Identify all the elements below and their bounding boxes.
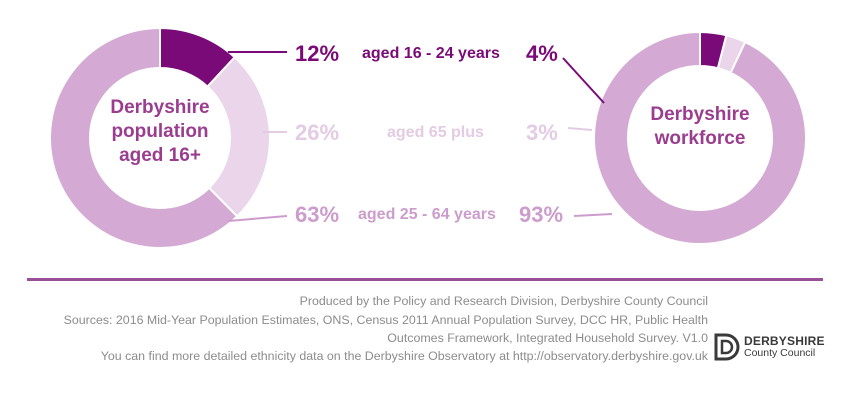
footer-sources: Sources: 2016 Mid-Year Population Estima…: [63, 313, 708, 327]
derbyshire-logo: DERBYSHIRE County Council: [714, 331, 834, 365]
workforce-leader-16-24: [562, 57, 605, 104]
age-label-16-24: aged 16 - 24 years: [362, 45, 500, 62]
footer-sources-cont: Outcomes Framework, Integrated Household…: [387, 331, 708, 345]
population-center-line: population: [111, 120, 209, 142]
population-pct-label-25-64: 63%: [295, 202, 340, 227]
workforce-leader-25-64: [573, 213, 613, 217]
workforce-pct-label-16-24: 4%: [526, 41, 558, 66]
chart-canvas: [49, 26, 807, 249]
workforce-slice-aged-25-64-years: [593, 30, 807, 245]
leader-lines: [227, 51, 613, 222]
workforce-pct-label-65-plus: 3%: [526, 120, 558, 145]
workforce-leader-65-plus: [567, 127, 593, 131]
population-pct-label-16-24: 12%: [295, 41, 340, 66]
workforce-center-line: workforce: [654, 127, 746, 149]
donut-workforce: [593, 30, 807, 245]
population-center-line: Derbyshire: [110, 97, 210, 118]
population-pct-label-65-plus: 26%: [295, 120, 340, 145]
population-center-line: aged 16+: [119, 144, 201, 166]
population-slice-aged-25-64-years: [49, 26, 239, 249]
logo-name-line2: County Council: [744, 347, 816, 359]
logo-name-line1: DERBYSHIRE: [744, 334, 825, 348]
age-label-25-64: aged 25 - 64 years: [358, 206, 496, 223]
population-center-label: Derbyshire population aged 16+: [60, 96, 260, 167]
divider-line: [27, 278, 823, 281]
workforce-pct-label-25-64: 93%: [519, 202, 564, 227]
age-label-65-plus: aged 65 plus: [387, 124, 484, 141]
footer-credit: Produced by the Policy and Research Divi…: [299, 294, 708, 308]
workforce-center-label: Derbyshire workforce: [600, 103, 800, 151]
donut-population: [49, 26, 271, 249]
footer-observatory: You can find more detailed ethnicity dat…: [100, 349, 708, 363]
derbyshire-logo-mark-icon: [714, 333, 740, 361]
population-leader-25-64: [227, 215, 288, 222]
workforce-center-line: Derbyshire: [650, 104, 750, 125]
